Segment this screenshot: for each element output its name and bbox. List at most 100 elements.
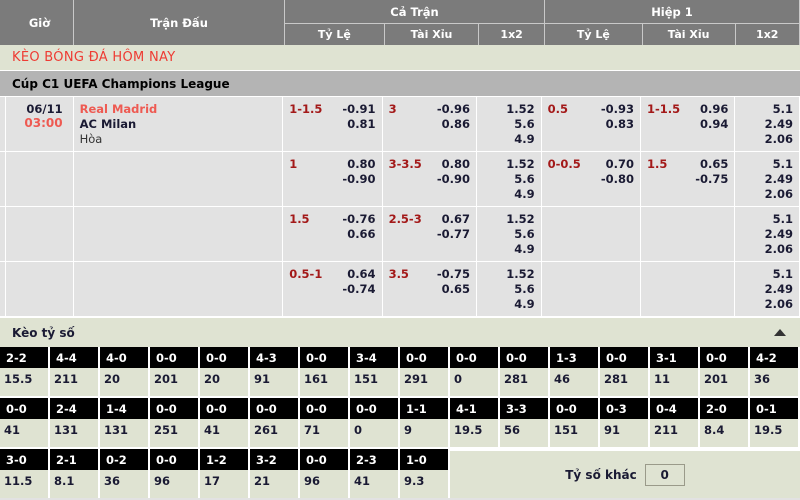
h1-overunder-cell[interactable]: 1-1.5 0.96 0.94 — [641, 97, 736, 151]
ft-overunder-cell[interactable]: 3-3.5 0.80 -0.90 — [383, 152, 477, 206]
score-cell[interactable]: 0-0 96 — [150, 449, 200, 498]
header-group-fulltime: Cả Trận Tỷ Lệ Tài Xỉu 1x2 — [285, 0, 545, 45]
score-odd: 151 — [354, 372, 379, 386]
score-cell[interactable]: 0-0 0 — [450, 347, 500, 396]
collapse-triangle-icon[interactable] — [774, 329, 786, 336]
score-cell[interactable]: 0-0 201 — [150, 347, 200, 396]
ft-1x2-cell[interactable]: 1.52 5.6 4.9 — [477, 97, 542, 151]
score-odd: 46 — [554, 372, 571, 386]
score-cell[interactable]: 2-1 8.1 — [50, 449, 100, 498]
h1-handicap-cell[interactable]: 0.5 -0.93 0.83 — [542, 97, 641, 151]
ft-handicap-home-odd: 0.64 — [347, 267, 376, 281]
score-cell[interactable]: 0-0 0 — [350, 398, 400, 447]
odds-table-body: 06/11 03:00 Real Madrid AC Milan Hòa 1-1… — [0, 97, 800, 317]
score-cell[interactable]: 1-4 131 — [100, 398, 150, 447]
score-cell[interactable]: 0-0 20 — [200, 347, 250, 396]
ft-handicap-cell[interactable]: 1-1.5 -0.91 0.81 — [283, 97, 383, 151]
score-cell[interactable]: 0-0 291 — [400, 347, 450, 396]
score-cell[interactable]: 2-0 8.4 — [700, 398, 750, 447]
h1-overunder-cell[interactable]: 1.5 0.65 -0.75 — [641, 152, 736, 206]
score-cell[interactable]: 0-0 281 — [600, 347, 650, 396]
header-h1-overunder: Tài Xỉu — [643, 24, 736, 45]
score-cell[interactable]: 0-0 281 — [500, 347, 550, 396]
score-cell[interactable]: 0-0 201 — [700, 347, 750, 396]
h1-1x2-cell[interactable]: 5.1 2.49 2.06 — [735, 262, 800, 316]
score-odd: 96 — [304, 474, 321, 488]
match-teams-cell-empty — [74, 152, 284, 206]
score-cell[interactable]: 0-2 36 — [100, 449, 150, 498]
h1-1x2-home: 5.1 — [772, 102, 793, 116]
ft-ou-line: 3 — [388, 102, 397, 116]
match-time-cell-empty — [6, 262, 74, 316]
score-cell[interactable]: 0-1 19.5 — [750, 398, 800, 447]
score-cell[interactable]: 1-2 17 — [200, 449, 250, 498]
score-odd: 56 — [504, 423, 521, 437]
score-cell[interactable]: 3-0 11.5 — [0, 449, 50, 498]
score-cell[interactable]: 0-0 261 — [250, 398, 300, 447]
score-cell[interactable]: 0-0 41 — [200, 398, 250, 447]
score-cell[interactable]: 1-1 9 — [400, 398, 450, 447]
match-teams-cell[interactable]: Real Madrid AC Milan Hòa — [74, 97, 284, 151]
score-cell[interactable]: 3-1 11 — [650, 347, 700, 396]
score-odd: 131 — [54, 423, 79, 437]
score-cell[interactable]: 3-2 21 — [250, 449, 300, 498]
league-row[interactable]: Cúp C1 UEFA Champions League — [0, 71, 800, 97]
score-cell[interactable]: 2-3 41 — [350, 449, 400, 498]
score-cell[interactable]: 1-0 9.3 — [400, 449, 450, 498]
ft-1x2-cell[interactable]: 1.52 5.6 4.9 — [477, 207, 542, 261]
score-cell[interactable]: 0-0 251 — [150, 398, 200, 447]
score-cell[interactable]: 3-4 151 — [350, 347, 400, 396]
score-cell[interactable]: 4-0 20 — [100, 347, 150, 396]
score-odd: 211 — [654, 423, 679, 437]
score-odd: 15.5 — [4, 372, 33, 386]
ft-1x2-cell[interactable]: 1.52 5.6 4.9 — [477, 152, 542, 206]
h1-1x2-cell[interactable]: 5.1 2.49 2.06 — [735, 207, 800, 261]
score-label: 3-1 — [650, 347, 698, 368]
ft-overunder-cell[interactable]: 3 -0.96 0.86 — [383, 97, 477, 151]
score-label: 0-0 — [0, 398, 48, 419]
header-group-firsthalf: Hiệp 1 Tỷ Lệ Tài Xỉu 1x2 — [545, 0, 800, 45]
table-row: 0.5-1 0.64 -0.74 3.5 -0.75 0.65 1.52 5.6 4… — [0, 262, 800, 317]
home-team: Real Madrid — [79, 102, 158, 116]
score-cell[interactable]: 0-0 161 — [300, 347, 350, 396]
score-cell[interactable]: 0-0 151 — [550, 398, 600, 447]
score-cell[interactable]: 0-0 41 — [0, 398, 50, 447]
score-label: 0-4 — [650, 398, 698, 419]
score-cell[interactable]: 0-4 211 — [650, 398, 700, 447]
page-title: KÈO BÓNG ĐÁ HÔM NAY — [0, 45, 800, 71]
match-time-cell-empty — [6, 207, 74, 261]
score-cell[interactable]: 0-0 71 — [300, 398, 350, 447]
score-cell[interactable]: 1-3 46 — [550, 347, 600, 396]
ft-1x2-draw: 5.6 — [514, 282, 535, 296]
h1-handicap-away-odd: 0.83 — [605, 117, 634, 131]
correct-score-header[interactable]: Kèo tỷ số — [0, 317, 800, 347]
score-cell[interactable]: 4-4 211 — [50, 347, 100, 396]
h1-1x2-cell[interactable]: 5.1 2.49 2.06 — [735, 152, 800, 206]
score-label: 0-0 — [150, 347, 198, 368]
ft-handicap-cell[interactable]: 1 0.80 -0.90 — [283, 152, 383, 206]
ft-overunder-cell[interactable]: 3.5 -0.75 0.65 — [383, 262, 477, 316]
score-label: 0-3 — [600, 398, 648, 419]
score-cell[interactable]: 0-3 91 — [600, 398, 650, 447]
h1-handicap-cell[interactable]: 0-0.5 0.70 -0.80 — [542, 152, 641, 206]
score-cell[interactable]: 0-0 96 — [300, 449, 350, 498]
ft-overunder-cell[interactable]: 2.5-3 0.67 -0.77 — [383, 207, 477, 261]
header-ft-handicap: Tỷ Lệ — [285, 24, 385, 45]
score-odd: 91 — [254, 372, 271, 386]
ft-1x2-draw: 5.6 — [514, 172, 535, 186]
score-odd: 131 — [104, 423, 129, 437]
score-cell[interactable]: 2-4 131 — [50, 398, 100, 447]
ft-handicap-cell[interactable]: 0.5-1 0.64 -0.74 — [283, 262, 383, 316]
score-label: 4-1 — [450, 398, 498, 419]
other-score-value[interactable]: 0 — [644, 463, 685, 486]
score-cell[interactable]: 2-2 15.5 — [0, 347, 50, 396]
score-cell[interactable]: 3-3 56 — [500, 398, 550, 447]
ft-1x2-cell[interactable]: 1.52 5.6 4.9 — [477, 262, 542, 316]
ft-handicap-cell[interactable]: 1.5 -0.76 0.66 — [283, 207, 383, 261]
score-cell[interactable]: 4-3 91 — [250, 347, 300, 396]
score-cell[interactable]: 4-2 36 — [750, 347, 800, 396]
score-odd: 291 — [404, 372, 429, 386]
score-cell[interactable]: 4-1 19.5 — [450, 398, 500, 447]
h1-1x2-cell[interactable]: 5.1 2.49 2.06 — [735, 97, 800, 151]
